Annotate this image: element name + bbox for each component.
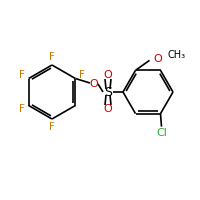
Text: F: F — [19, 70, 25, 79]
Text: O: O — [154, 54, 162, 64]
Text: O: O — [104, 70, 112, 80]
Text: S: S — [104, 86, 112, 98]
Text: O: O — [90, 79, 98, 89]
Text: O: O — [104, 104, 112, 114]
Text: F: F — [19, 104, 25, 114]
Text: F: F — [79, 70, 85, 79]
Text: F: F — [49, 122, 55, 132]
Text: Cl: Cl — [156, 128, 167, 138]
Text: F: F — [49, 52, 55, 62]
Text: CH₃: CH₃ — [168, 50, 186, 60]
